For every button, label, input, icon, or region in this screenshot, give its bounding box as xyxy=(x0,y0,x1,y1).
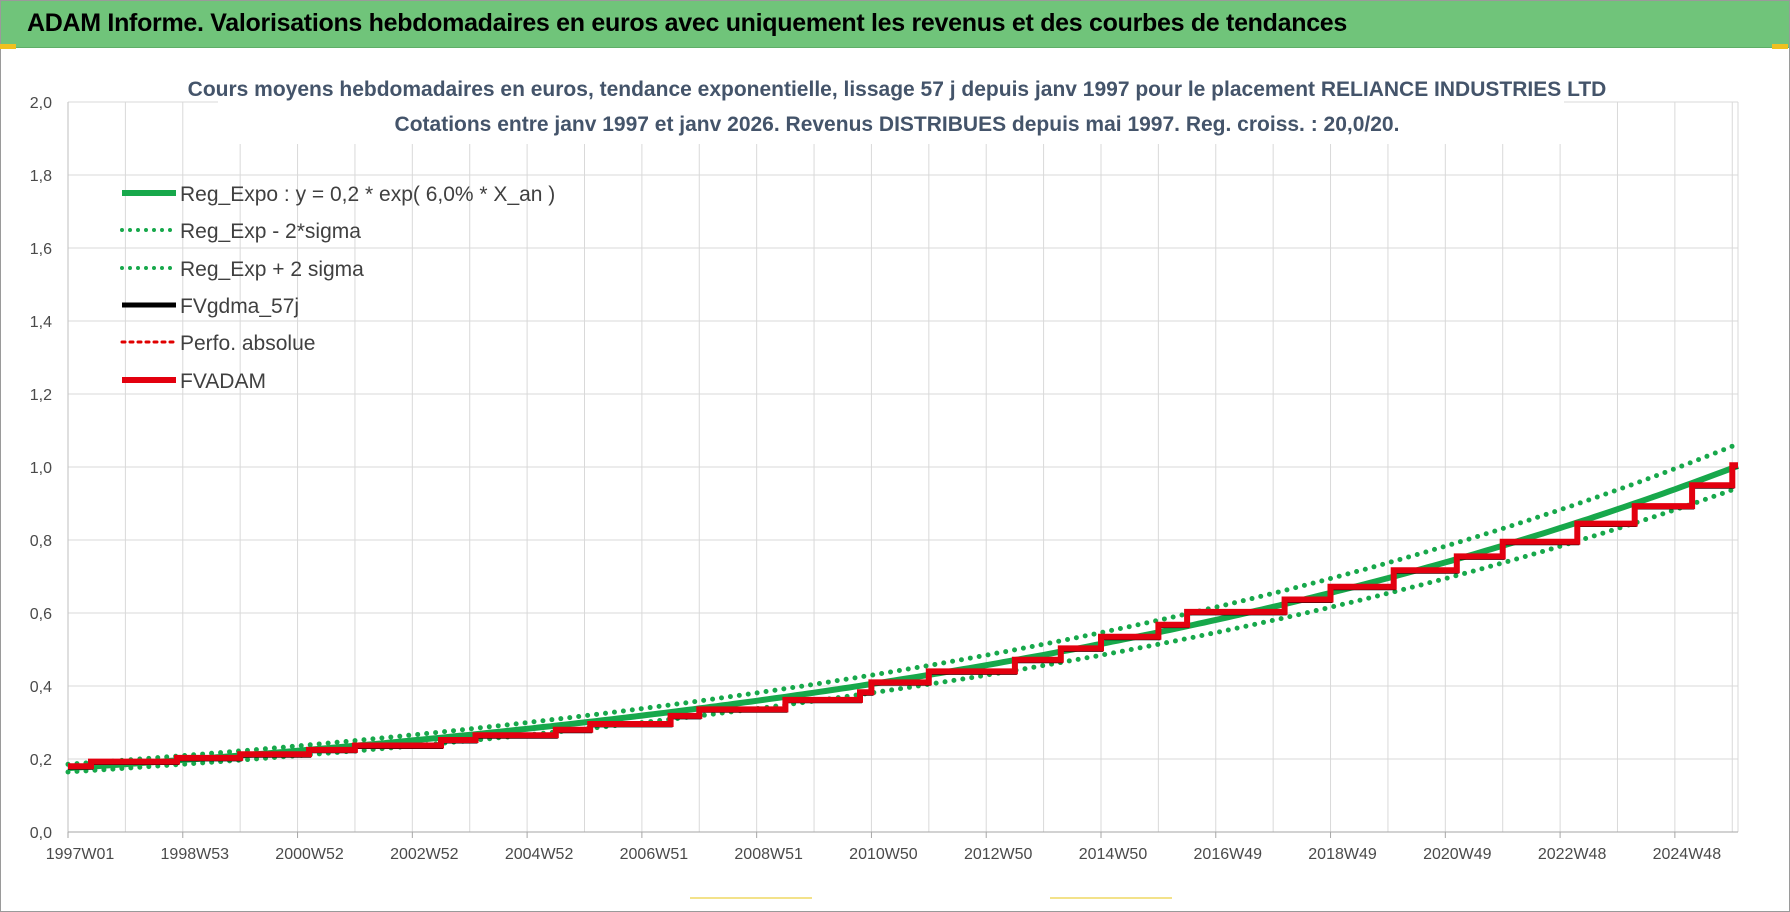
x-tick-label: 2018W49 xyxy=(1308,846,1377,863)
legend-label: FVADAM xyxy=(180,370,266,393)
bottom-marker-1 xyxy=(690,897,812,899)
y-tick-label: 0,6 xyxy=(30,606,52,623)
y-tick-label: 1,4 xyxy=(30,314,52,331)
series-reg-expo xyxy=(67,463,1740,772)
x-tick-label: 2000W52 xyxy=(275,846,344,863)
y-tick-label: 0,0 xyxy=(30,825,52,842)
y-tick-label: 0,2 xyxy=(30,752,52,769)
x-tick-label: 2014W50 xyxy=(1079,846,1148,863)
x-tick-label: 2008W51 xyxy=(734,846,803,863)
x-tick-label: 2002W52 xyxy=(390,846,459,863)
corner-marker-left xyxy=(0,44,16,49)
x-tick-label: 2020W49 xyxy=(1423,846,1492,863)
y-tick-label: 0,4 xyxy=(30,679,52,696)
series-fvgdma-57j xyxy=(68,464,1738,770)
y-tick-label: 1,2 xyxy=(30,387,52,404)
x-tick-label: 2004W52 xyxy=(505,846,574,863)
chart-title-line-2: Cotations entre janv 1997 et janv 2026. … xyxy=(395,113,1400,136)
y-tick-label: 0,8 xyxy=(30,533,52,550)
y-tick-label: 1,6 xyxy=(30,241,52,258)
legend-label: Perfo. absolue xyxy=(180,332,315,355)
series-reg-exp-minus-2sigma xyxy=(65,485,1741,775)
x-tick-label: 2012W50 xyxy=(964,846,1033,863)
legend-label: Reg_Expo : y = 0,2 * exp( 6,0% * X_an ) xyxy=(180,183,555,206)
series-perfo-absolue xyxy=(68,464,1738,768)
y-tick-label: 1,0 xyxy=(30,460,52,477)
series-fvadam xyxy=(68,462,1738,770)
y-tick-label: 2,0 xyxy=(30,95,52,112)
corner-marker-right xyxy=(1772,44,1788,49)
x-tick-label: 2006W51 xyxy=(620,846,689,863)
series-reg-exp-plus-2sigma xyxy=(65,441,1741,767)
x-tick-label: 1997W01 xyxy=(46,846,115,863)
legend-label: Reg_Exp - 2*sigma xyxy=(180,220,361,243)
chart-title-background xyxy=(218,70,1564,144)
x-tick-label: 2022W48 xyxy=(1538,846,1607,863)
y-tick-label: 1,8 xyxy=(30,168,52,185)
x-tick-label: 2010W50 xyxy=(849,846,918,863)
report-banner: ADAM Informe. Valorisations hebdomadaire… xyxy=(1,1,1789,48)
legend-label: Reg_Exp + 2 sigma xyxy=(180,258,364,281)
chart-title-line-1: Cours moyens hebdomadaires en euros, ten… xyxy=(188,78,1607,101)
banner-title: ADAM Informe. Valorisations hebdomadaire… xyxy=(27,9,1348,37)
x-tick-label: 1998W53 xyxy=(161,846,230,863)
bottom-marker-2 xyxy=(1050,897,1172,899)
legend-label: FVgdma_57j xyxy=(180,295,299,318)
x-tick-label: 2016W49 xyxy=(1194,846,1263,863)
x-tick-label: 2024W48 xyxy=(1653,846,1722,863)
